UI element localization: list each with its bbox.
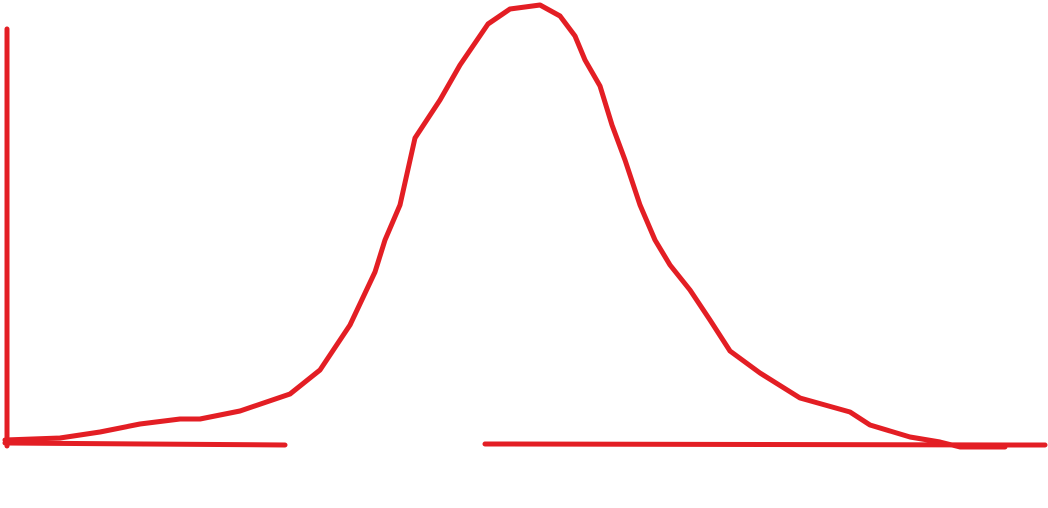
distribution-curve	[2, 2, 1008, 450]
x-axis-line	[2, 440, 1048, 448]
